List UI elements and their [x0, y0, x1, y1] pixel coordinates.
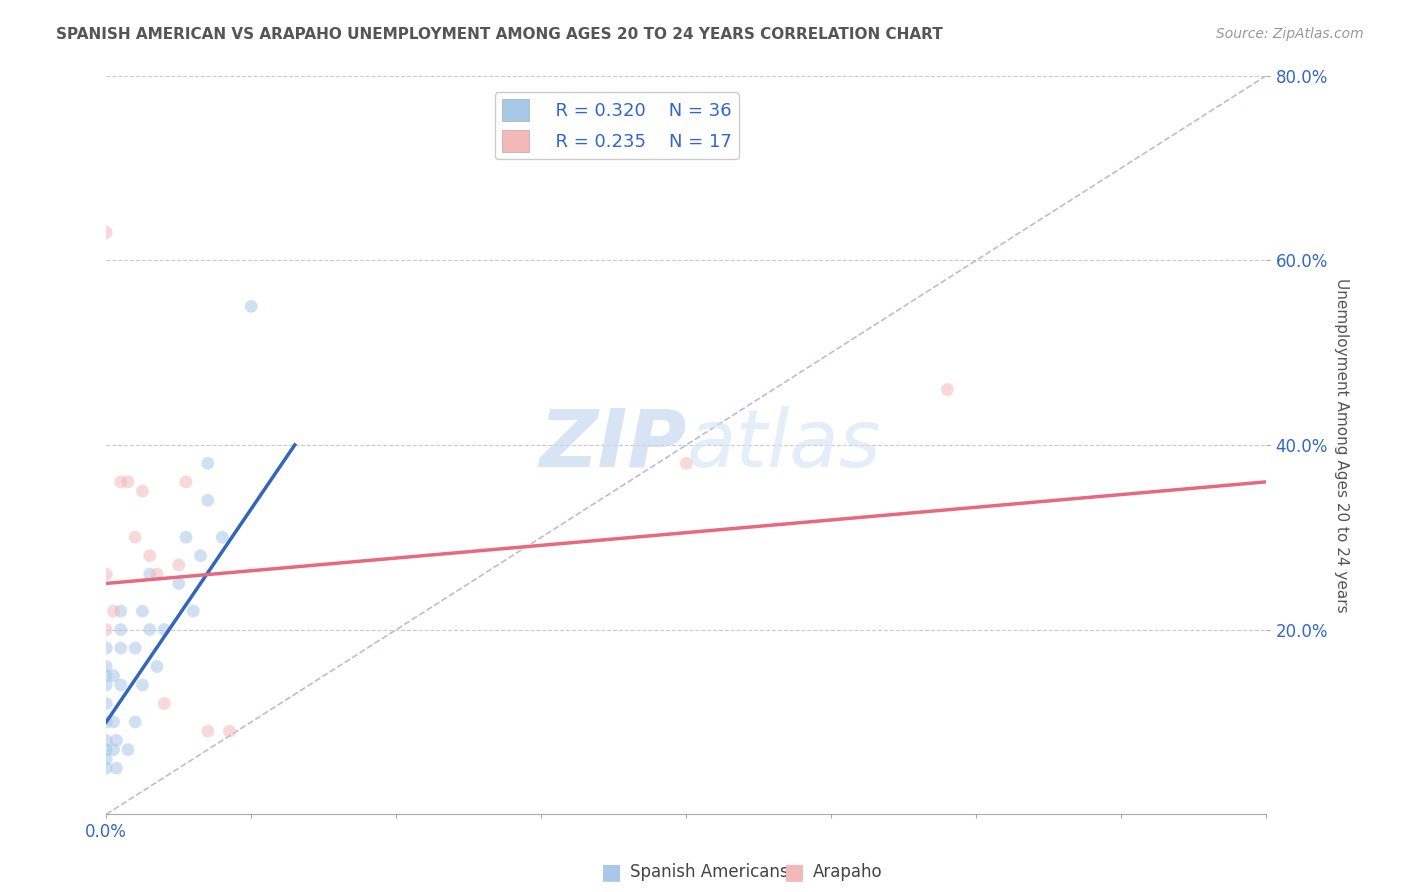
Text: Arapaho: Arapaho	[813, 863, 883, 881]
Point	[131, 604, 153, 618]
Point	[96, 742, 118, 756]
Point	[96, 659, 118, 673]
Point	[110, 641, 132, 656]
Point	[103, 714, 125, 729]
Point	[110, 604, 132, 618]
Point	[96, 697, 118, 711]
Point	[117, 742, 139, 756]
Legend:   R = 0.320    N = 36,   R = 0.235    N = 17: R = 0.320 N = 36, R = 0.235 N = 17	[495, 92, 738, 160]
Point	[124, 641, 146, 656]
Point	[174, 530, 197, 544]
Point	[103, 669, 125, 683]
Point	[211, 530, 233, 544]
Point	[110, 623, 132, 637]
Point	[197, 456, 219, 470]
Text: Source: ZipAtlas.com: Source: ZipAtlas.com	[1216, 27, 1364, 41]
Point	[131, 678, 153, 692]
Text: atlas: atlas	[686, 406, 882, 483]
Point	[96, 678, 118, 692]
Point	[167, 576, 190, 591]
Point	[167, 558, 190, 572]
Point	[174, 475, 197, 489]
Point	[139, 623, 162, 637]
Text: SPANISH AMERICAN VS ARAPAHO UNEMPLOYMENT AMONG AGES 20 TO 24 YEARS CORRELATION C: SPANISH AMERICAN VS ARAPAHO UNEMPLOYMENT…	[56, 27, 943, 42]
Point	[96, 761, 118, 775]
Point	[218, 724, 240, 739]
Point	[146, 659, 169, 673]
Text: ■: ■	[602, 863, 621, 882]
Point	[105, 761, 128, 775]
Point	[96, 714, 118, 729]
Point	[139, 567, 162, 582]
Point	[146, 567, 169, 582]
Point	[675, 456, 697, 470]
Point	[110, 475, 132, 489]
Point	[153, 697, 176, 711]
Point	[103, 604, 125, 618]
Y-axis label: Unemployment Among Ages 20 to 24 years: Unemployment Among Ages 20 to 24 years	[1334, 277, 1348, 612]
Point	[124, 530, 146, 544]
Text: Spanish Americans: Spanish Americans	[630, 863, 789, 881]
Point	[103, 742, 125, 756]
Point	[96, 226, 118, 240]
Point	[110, 678, 132, 692]
Point	[936, 383, 959, 397]
Point	[105, 733, 128, 747]
Point	[96, 641, 118, 656]
Point	[96, 733, 118, 747]
Text: ■: ■	[785, 863, 804, 882]
Point	[197, 493, 219, 508]
Point	[139, 549, 162, 563]
Point	[181, 604, 204, 618]
Text: ZIP: ZIP	[538, 406, 686, 483]
Point	[96, 752, 118, 766]
Point	[190, 549, 212, 563]
Point	[117, 475, 139, 489]
Point	[240, 299, 263, 313]
Point	[96, 669, 118, 683]
Point	[96, 567, 118, 582]
Point	[96, 623, 118, 637]
Point	[197, 724, 219, 739]
Point	[153, 623, 176, 637]
Point	[124, 714, 146, 729]
Point	[131, 484, 153, 499]
